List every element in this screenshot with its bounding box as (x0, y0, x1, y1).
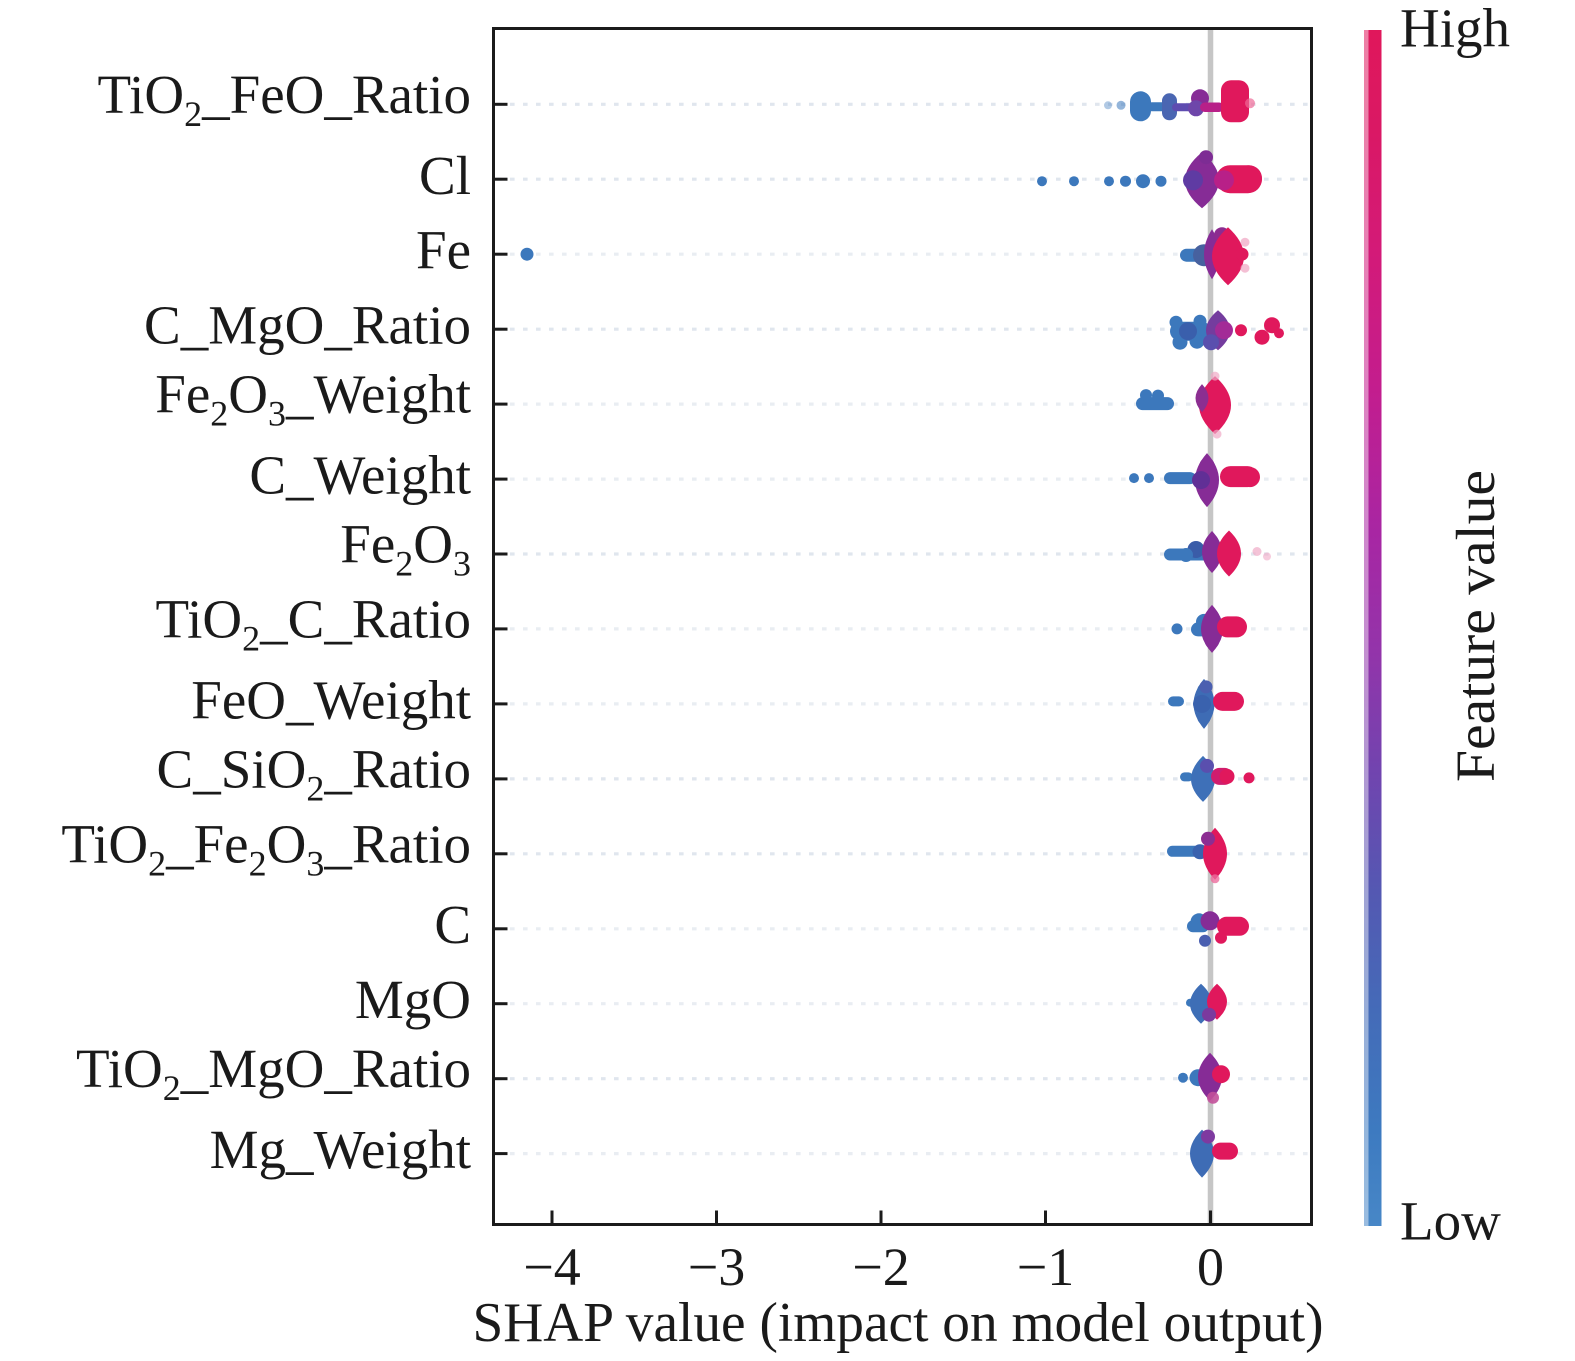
svg-text:−3: −3 (688, 1237, 745, 1297)
svg-text:MgO: MgO (355, 969, 471, 1030)
svg-text:Fe2​O3​_Weight: Fe2​O3​_Weight (155, 364, 471, 434)
svg-text:TiO2​_Fe2​O3​_Ratio: TiO2​_Fe2​O3​_Ratio (61, 813, 471, 883)
svg-text:TiO2​_MgO_Ratio: TiO2​_MgO_Ratio (76, 1038, 471, 1108)
svg-text:0: 0 (1197, 1237, 1224, 1297)
svg-text:Cl: Cl (419, 145, 471, 206)
svg-text:C_SiO2​_Ratio: C_SiO2​_Ratio (157, 739, 471, 809)
svg-text:Fe: Fe (416, 220, 471, 281)
svg-text:C_MgO_Ratio: C_MgO_Ratio (144, 295, 471, 356)
svg-text:C_Weight: C_Weight (249, 445, 471, 506)
svg-text:C: C (434, 894, 471, 955)
svg-text:TiO2​_C_Ratio: TiO2​_C_Ratio (155, 589, 471, 659)
svg-text:TiO2​_FeO_Ratio: TiO2​_FeO_Ratio (97, 64, 471, 134)
svg-text:FeO_Weight: FeO_Weight (191, 669, 471, 730)
svg-text:Mg_Weight: Mg_Weight (210, 1119, 471, 1180)
svg-text:High: High (1400, 0, 1510, 59)
svg-text:Feature value: Feature value (1445, 470, 1506, 782)
svg-text:−2: −2 (852, 1237, 909, 1297)
svg-text:Fe2​O3​: Fe2​O3​ (340, 514, 471, 584)
svg-text:SHAP value (impact on model ou: SHAP value (impact on model output) (473, 1292, 1324, 1354)
svg-text:−4: −4 (523, 1237, 580, 1297)
svg-text:−1: −1 (1017, 1237, 1074, 1297)
svg-text:Low: Low (1400, 1191, 1501, 1252)
